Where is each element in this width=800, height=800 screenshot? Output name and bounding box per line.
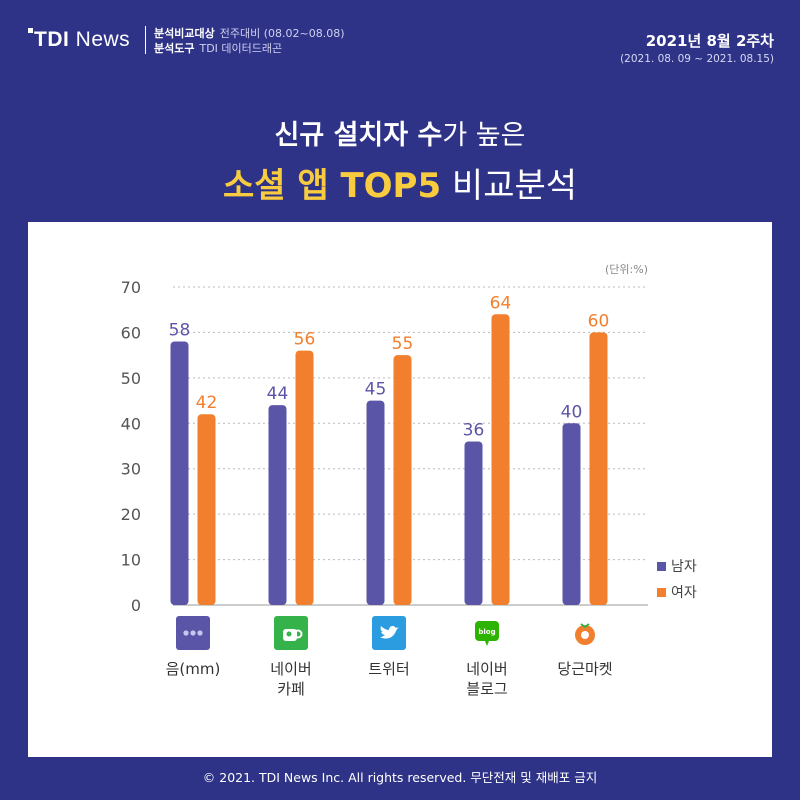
data-label: 55 [392, 334, 414, 354]
legend-label: 남자 [671, 559, 697, 575]
naver-blog-icon: blog [475, 621, 499, 646]
tool-value: TDI 데이터드래곤 [199, 42, 283, 55]
icon-leaf [286, 631, 292, 637]
week-label: 2021년 8월 2주차 [645, 32, 774, 50]
icon-cup-handle [293, 629, 303, 639]
icon-dot [190, 630, 196, 636]
data-label: 64 [490, 293, 512, 313]
compare-key: 분석비교대상 [154, 27, 215, 40]
logo-text: TDI [34, 28, 70, 51]
icon-bird [380, 626, 399, 639]
data-label: 56 [294, 330, 316, 350]
category-label: 네이버 카페 [270, 660, 311, 698]
title-line-2: 소셜 앱 TOP5 비교분석 [0, 158, 800, 207]
data-label: 60 [588, 311, 610, 331]
data-label: 45 [365, 380, 387, 400]
header: TDI News 분석비교대상 전주대비 (08.02~08.08) 분석도구 TD… [0, 0, 800, 80]
week-period: (2021. 08. 09 ~ 2021. 08.15) [620, 53, 774, 65]
copyright-footer: © 2021. TDI News Inc. All rights reserve… [202, 770, 598, 785]
category-label: 음(mm) [166, 660, 221, 678]
data-label: 58 [169, 321, 191, 341]
naver-cafe-cup-icon [274, 616, 308, 650]
title-line-1: 신규 설치자 수가 높은 [0, 113, 800, 152]
data-label: 42 [196, 393, 218, 413]
logo-sub: News [75, 28, 131, 51]
bar-female [491, 314, 510, 605]
bar-chart: 0 10 20 30 40 50 60 70 58 42 44 56 45 55 36 64 40 60 남자여… [121, 263, 697, 698]
logo-dot-icon [28, 28, 33, 33]
category-label: 네이버 블로그 [466, 660, 507, 698]
icon-bubble [475, 621, 499, 641]
category-label: 트위터 [368, 660, 409, 678]
tdi-news-logo: TDI News [28, 28, 130, 52]
legend-swatch-female [657, 588, 666, 597]
bar-female [589, 332, 608, 605]
twitter-bird-icon [372, 616, 406, 650]
data-label: 40 [561, 402, 583, 422]
analysis-meta: 분석비교대상 전주대비 (08.02~08.08) 분석도구 TDI 데이터드래곤 [154, 26, 345, 56]
category-label: 당근마켓 [557, 660, 612, 678]
legend-label: 여자 [671, 585, 697, 601]
bar-female [393, 355, 412, 605]
bar-female [295, 350, 314, 605]
bar-male [268, 405, 287, 605]
y-tick-label: 20 [121, 505, 141, 524]
bar-male [562, 423, 581, 605]
bar-male [170, 341, 189, 605]
icon-dot [183, 630, 189, 636]
mm-dots-icon [176, 616, 210, 650]
compare-value: 전주대비 (08.02~08.08) [219, 27, 345, 40]
bar-female [197, 414, 216, 605]
title-bold: 신규 설치자 수 [274, 120, 443, 151]
y-tick-label: 0 [131, 596, 141, 615]
bar-male [366, 400, 385, 605]
icon-carrot-center [581, 631, 589, 639]
title-subject: 비교분석 [441, 166, 578, 206]
y-tick-label: 40 [121, 414, 141, 433]
header-divider [145, 26, 146, 54]
title-highlight: 소셜 앱 TOP5 [222, 166, 442, 206]
icon-carrot-leaf [580, 623, 590, 629]
legend-swatch-male [657, 562, 666, 571]
icon-bubble-tail [485, 641, 489, 646]
data-label: 36 [463, 420, 485, 440]
title-rest: 가 높은 [442, 120, 526, 151]
bar-male [464, 441, 483, 605]
data-label: 44 [267, 384, 289, 404]
y-tick-label: 70 [121, 278, 141, 297]
week-info: 2021년 8월 2주차 (2021. 08. 09 ~ 2021. 08.15… [620, 30, 774, 65]
y-tick-label: 50 [121, 369, 141, 388]
unit-note: (단위:%) [605, 263, 648, 276]
y-tick-label: 60 [121, 323, 141, 342]
carrot-icon [575, 623, 595, 645]
icon-dot [197, 630, 203, 636]
y-tick-label: 10 [121, 551, 141, 570]
y-tick-label: 30 [121, 460, 141, 479]
icon-blog-text: blog [478, 628, 495, 636]
tool-key: 분석도구 [154, 42, 195, 55]
